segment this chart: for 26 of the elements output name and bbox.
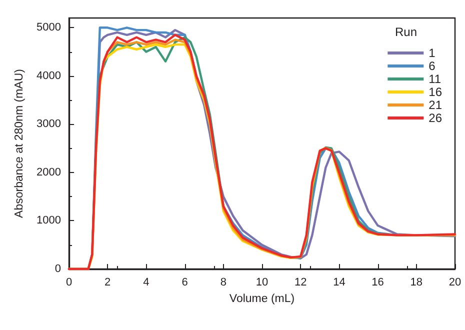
legend-title: Run	[394, 25, 417, 39]
x-tick-label: 14	[333, 276, 346, 288]
x-tick-label: 4	[143, 276, 150, 288]
x-tick-label: 10	[256, 276, 268, 288]
legend-label: 26	[428, 111, 442, 125]
x-tick-label: 6	[182, 276, 188, 288]
y-tick-label: 3000	[36, 118, 61, 130]
y-tick-label: 5000	[36, 22, 61, 34]
x-tick-label: 2	[104, 276, 111, 288]
x-tick-label: 12	[294, 276, 307, 288]
x-tick-label: 20	[448, 276, 462, 288]
x-axis-title: Volume (mL)	[229, 293, 295, 305]
y-axis-title: Absorbance at 280nm (mAU)	[14, 68, 26, 218]
y-tick-label: 0	[54, 263, 61, 275]
legend-label: 6	[428, 59, 436, 73]
x-tick-label: 18	[410, 276, 423, 288]
legend-label: 1	[428, 46, 436, 60]
y-tick-label: 1000	[36, 214, 61, 227]
y-tick-label: 2000	[36, 166, 61, 178]
y-tick-label: 4000	[36, 70, 61, 82]
x-tick-label: 0	[66, 276, 72, 288]
x-tick-label: 8	[220, 276, 226, 288]
legend-label: 16	[428, 85, 442, 99]
legend-label: 21	[428, 98, 442, 112]
legend-label: 11	[428, 72, 442, 86]
x-tick-label: 16	[372, 276, 384, 288]
